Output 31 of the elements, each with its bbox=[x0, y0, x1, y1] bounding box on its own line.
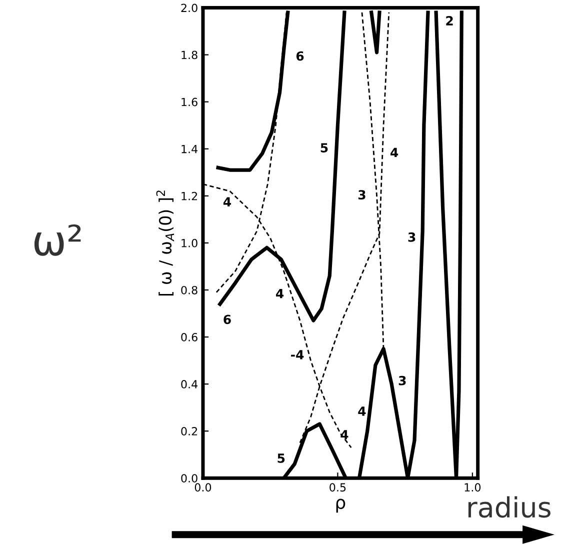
annotation: 6 bbox=[296, 51, 304, 61]
y-tick-label: 2.0 bbox=[181, 4, 198, 12]
y-tick-label: 0.4 bbox=[181, 380, 198, 388]
annotation: 6 bbox=[224, 314, 231, 324]
annotation: 4 bbox=[223, 197, 231, 206]
y-tick-label: 1.8 bbox=[182, 50, 198, 60]
text: ω² bbox=[34, 224, 81, 256]
annotation: 2 bbox=[446, 16, 453, 26]
y-tick-label: 1.0 bbox=[182, 238, 198, 248]
y-tick-label: 1.6 bbox=[182, 98, 198, 106]
x-tick-label: 0.0 bbox=[194, 483, 212, 492]
x-tick-label: 0.5 bbox=[330, 483, 346, 492]
y-tick-label: 0.2 bbox=[181, 427, 197, 436]
annotation: 5 bbox=[278, 454, 285, 463]
annotation: 4 bbox=[276, 289, 284, 298]
annotation: 3 bbox=[408, 232, 416, 242]
y-tick-label: 1.2 bbox=[182, 192, 197, 200]
y-axis-title: [ ω / ω$_{A}$(0) ]$^{2}$ bbox=[156, 190, 174, 296]
x-tick-label: 1.0 bbox=[464, 483, 481, 492]
annotation: 3 bbox=[398, 376, 406, 386]
y-tick-label: 0.8 bbox=[181, 286, 198, 294]
y-tick-label: 0.0 bbox=[181, 474, 198, 482]
y-tick-label: 1.4 bbox=[182, 144, 198, 154]
x-axis-title: ρ bbox=[336, 498, 346, 513]
annotation: 4 bbox=[390, 148, 398, 158]
annotation: 5 bbox=[320, 143, 328, 152]
y-tick-label: 0.6 bbox=[181, 332, 198, 342]
annotation: -4 bbox=[291, 350, 304, 360]
annotation: 3 bbox=[358, 190, 366, 200]
text: radius bbox=[468, 496, 550, 518]
annotation: 4 bbox=[358, 406, 366, 416]
